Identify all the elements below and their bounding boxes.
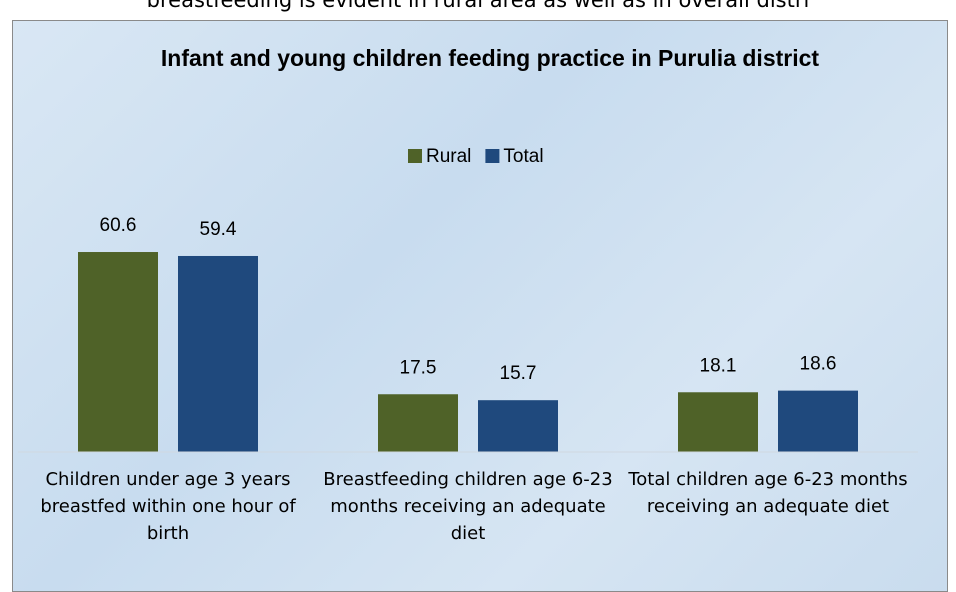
legend-swatch xyxy=(408,149,422,163)
page-text: breastfeeding is evident in rural area a… xyxy=(146,0,810,12)
legend-label: Total xyxy=(503,146,543,167)
data-label: 15.7 xyxy=(500,363,537,384)
x-tick-label: Total children age 6-23 months receiving… xyxy=(628,469,908,517)
bar xyxy=(478,400,558,452)
chart-title: Infant and young children feeding practi… xyxy=(161,45,819,71)
bar xyxy=(178,255,258,452)
x-label-box: Total children age 6-23 months receiving… xyxy=(628,469,908,517)
data-label: 17.5 xyxy=(400,357,437,378)
chart-frame xyxy=(12,20,948,592)
data-label: 60.6 xyxy=(100,215,137,236)
legend-label: Rural xyxy=(426,146,471,167)
bar xyxy=(678,392,758,452)
data-label: 59.4 xyxy=(200,219,237,240)
legend-swatch xyxy=(485,149,500,163)
data-label: 18.1 xyxy=(700,355,737,376)
bar xyxy=(78,252,158,452)
x-tick-label: Children under age 3 years breastfed wit… xyxy=(40,469,296,544)
data-label: 18.6 xyxy=(800,354,837,375)
bar xyxy=(778,390,858,452)
x-label-box: Breastfeeding children age 6-23 months r… xyxy=(323,469,613,544)
x-tick-label: Breastfeeding children age 6-23 months r… xyxy=(323,469,613,544)
bar xyxy=(378,394,458,452)
x-label-box: Children under age 3 years breastfed wit… xyxy=(40,469,296,544)
